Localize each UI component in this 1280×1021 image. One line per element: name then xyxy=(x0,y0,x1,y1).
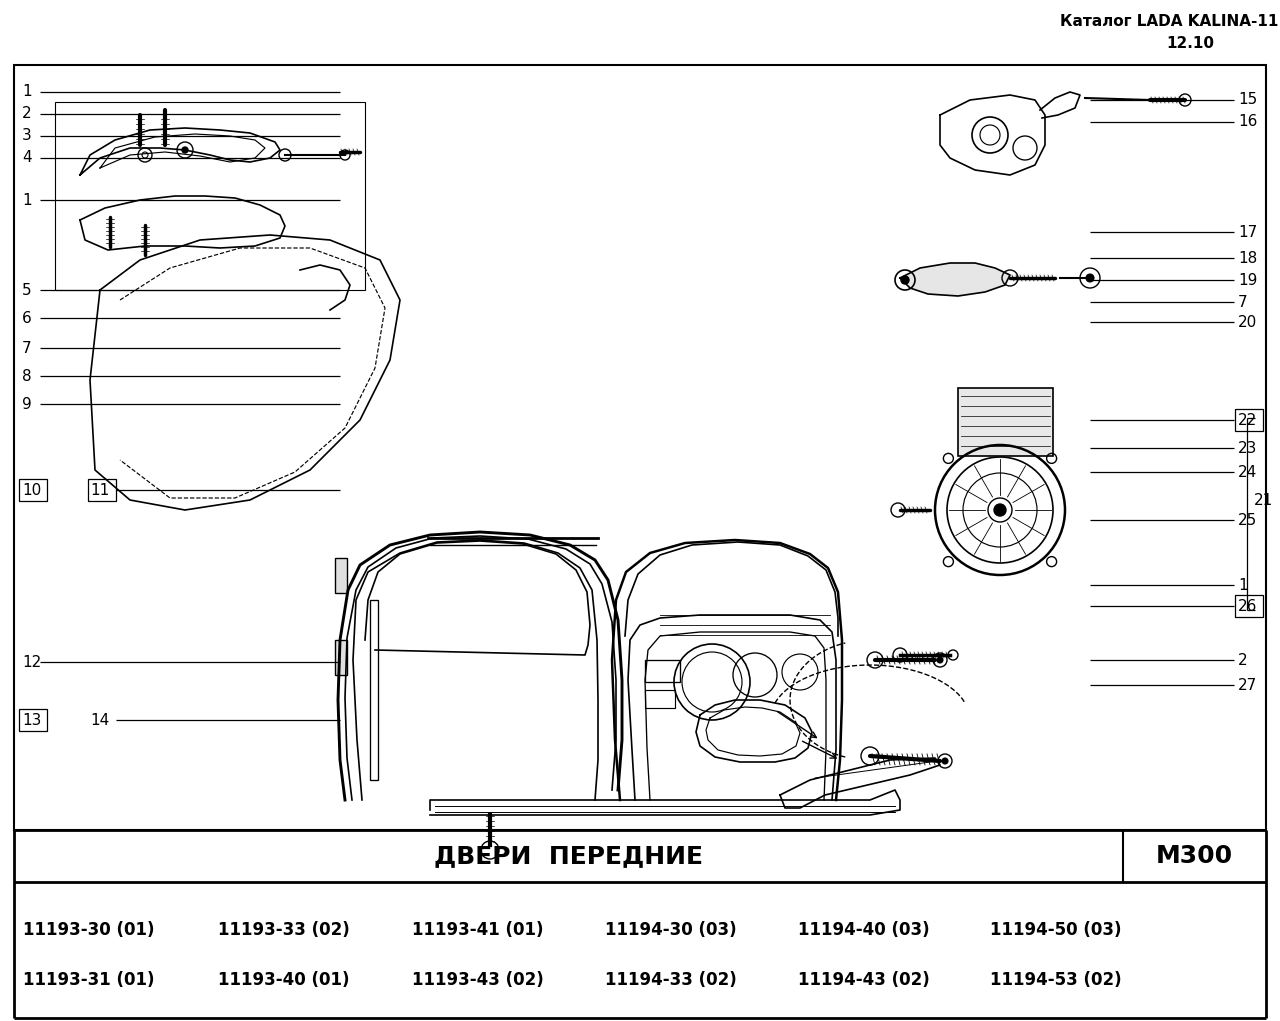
Text: 1: 1 xyxy=(1238,578,1248,592)
Text: 21: 21 xyxy=(1254,492,1274,507)
Circle shape xyxy=(1085,274,1094,282)
Text: ДВЕРИ  ПЕРЕДНИЕ: ДВЕРИ ПЕРЕДНИЕ xyxy=(434,844,703,868)
Bar xyxy=(88,479,116,501)
Circle shape xyxy=(995,504,1006,516)
Text: 4: 4 xyxy=(22,150,32,165)
Text: 8: 8 xyxy=(22,369,32,384)
Text: 12: 12 xyxy=(22,654,41,670)
Text: 11193-31 (01): 11193-31 (01) xyxy=(23,971,155,989)
Text: 11193-41 (01): 11193-41 (01) xyxy=(412,921,544,939)
Text: 11194-43 (02): 11194-43 (02) xyxy=(797,971,929,989)
Text: 15: 15 xyxy=(1238,93,1257,107)
Text: 3: 3 xyxy=(22,129,32,144)
Text: 7: 7 xyxy=(22,340,32,355)
Text: 11193-30 (01): 11193-30 (01) xyxy=(23,921,155,939)
Text: 11193-40 (01): 11193-40 (01) xyxy=(218,971,349,989)
Bar xyxy=(645,660,680,682)
Text: 11: 11 xyxy=(90,483,109,497)
Text: 16: 16 xyxy=(1238,114,1257,130)
Text: 25: 25 xyxy=(1238,513,1257,528)
Text: 11194-53 (02): 11194-53 (02) xyxy=(989,971,1121,989)
Text: 26: 26 xyxy=(1238,598,1257,614)
Text: 6: 6 xyxy=(22,310,32,326)
Bar xyxy=(335,640,347,675)
Text: 11193-43 (02): 11193-43 (02) xyxy=(412,971,544,989)
Circle shape xyxy=(182,147,188,153)
Text: 5: 5 xyxy=(22,283,32,297)
Text: 20: 20 xyxy=(1238,314,1257,330)
Text: 12.10: 12.10 xyxy=(1166,37,1213,51)
Text: 11193-33 (02): 11193-33 (02) xyxy=(218,921,349,939)
Bar xyxy=(957,388,1053,456)
Bar xyxy=(14,65,1266,830)
Text: 1: 1 xyxy=(22,85,32,99)
Bar xyxy=(370,600,378,780)
Circle shape xyxy=(901,276,909,284)
Text: 11194-40 (03): 11194-40 (03) xyxy=(797,921,929,939)
Bar xyxy=(1235,409,1263,431)
Text: 14: 14 xyxy=(90,713,109,728)
Bar xyxy=(19,709,47,731)
Text: 1: 1 xyxy=(22,193,32,207)
Text: 7: 7 xyxy=(1238,294,1248,309)
Text: 11194-30 (03): 11194-30 (03) xyxy=(605,921,736,939)
Text: 11194-33 (02): 11194-33 (02) xyxy=(605,971,737,989)
Text: 27: 27 xyxy=(1238,678,1257,692)
Text: 9: 9 xyxy=(22,396,32,411)
Bar xyxy=(55,102,365,290)
Text: 2: 2 xyxy=(22,106,32,121)
Bar xyxy=(19,479,47,501)
Text: 24: 24 xyxy=(1238,465,1257,480)
Text: 19: 19 xyxy=(1238,273,1257,288)
Bar xyxy=(645,690,675,708)
Bar xyxy=(1235,595,1263,617)
Circle shape xyxy=(937,657,943,663)
Bar xyxy=(335,558,347,593)
Text: 17: 17 xyxy=(1238,225,1257,240)
Text: 23: 23 xyxy=(1238,440,1257,455)
Text: 22: 22 xyxy=(1238,412,1257,428)
Text: 11194-50 (03): 11194-50 (03) xyxy=(989,921,1121,939)
Text: 18: 18 xyxy=(1238,250,1257,265)
Circle shape xyxy=(942,758,948,764)
Text: Каталог LADA KALINA-1119: Каталог LADA KALINA-1119 xyxy=(1060,14,1280,30)
Text: 10: 10 xyxy=(22,483,41,497)
Text: 13: 13 xyxy=(22,713,41,728)
Text: М300: М300 xyxy=(1156,844,1233,868)
Text: 2: 2 xyxy=(1238,652,1248,668)
Polygon shape xyxy=(900,263,1010,296)
